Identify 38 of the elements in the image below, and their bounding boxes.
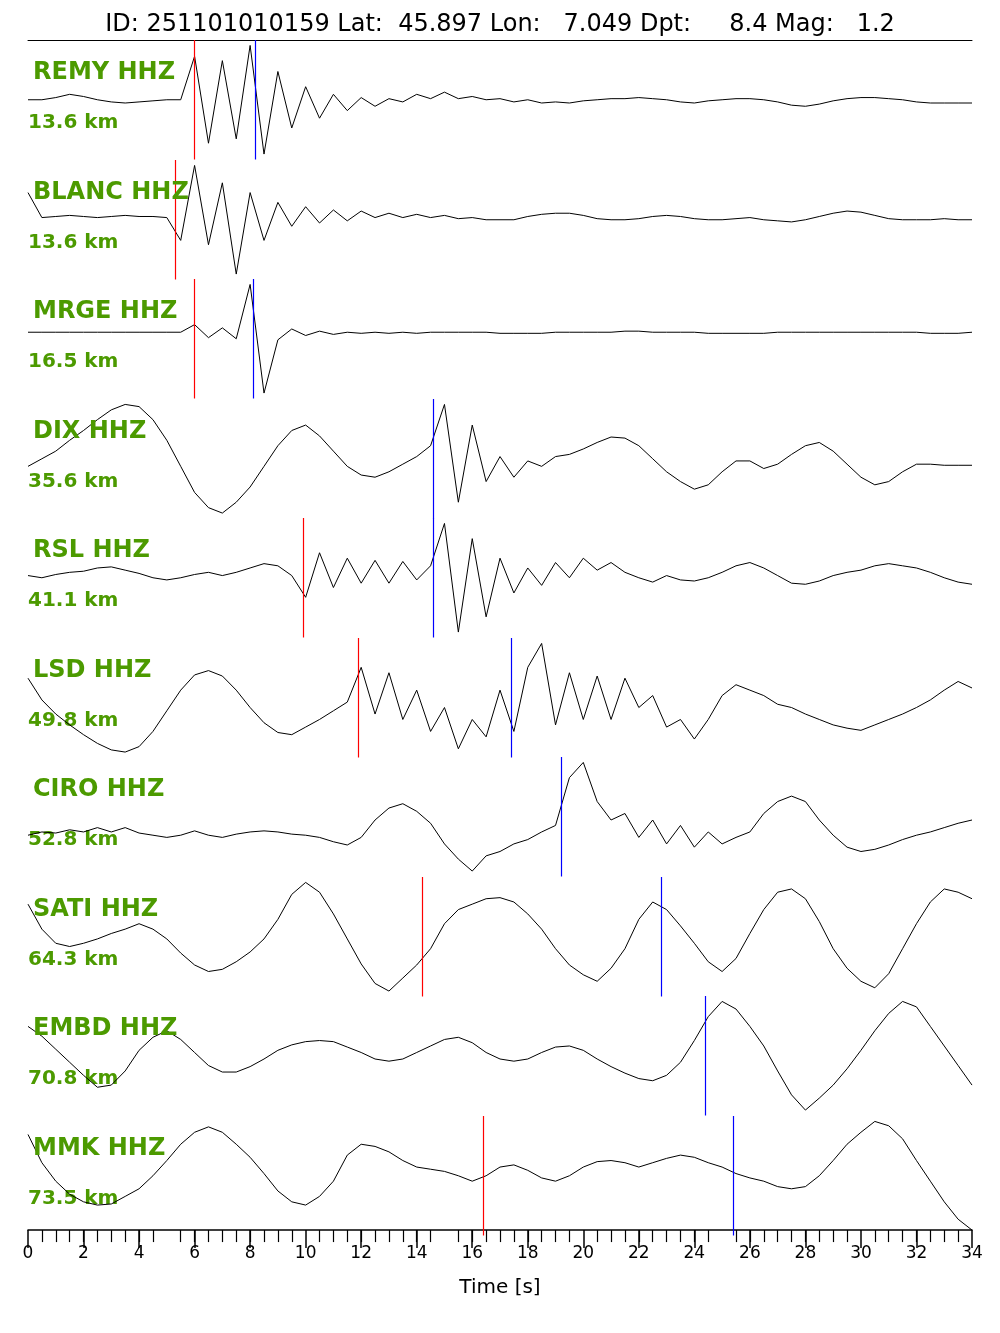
x-tick-label: 14 bbox=[405, 1241, 428, 1262]
x-tick-label: 34 bbox=[961, 1241, 983, 1262]
chart-title: ID: 251101010159 Lat: 45.897 Lon: 7.049 Dpt: 8.4 Mag: 1.2 bbox=[105, 9, 895, 37]
text: RSL HHZ bbox=[33, 535, 150, 563]
x-tick-label: 26 bbox=[739, 1241, 761, 1262]
x-tick-label: 28 bbox=[794, 1241, 817, 1262]
x-tick-label: 0 bbox=[22, 1241, 34, 1262]
x-tick-label: 22 bbox=[628, 1241, 650, 1262]
text: DIX HHZ bbox=[33, 415, 147, 444]
text: LSD HHZ bbox=[33, 654, 152, 683]
x-tick-label: 12 bbox=[350, 1241, 372, 1262]
text: CIRO HHZ bbox=[33, 774, 165, 802]
x-tick-label: 30 bbox=[850, 1241, 872, 1262]
x-axis-title: Time [s] bbox=[458, 1273, 541, 1297]
text: REMY HHZ bbox=[33, 57, 176, 85]
annotation: 13.6 km bbox=[28, 228, 119, 253]
annotation: 35.6 km bbox=[28, 467, 119, 492]
annotation: 73.5 km bbox=[28, 1184, 119, 1209]
annotation: 52.8 km bbox=[28, 826, 119, 850]
text: SATI HHZ bbox=[33, 893, 159, 922]
x-tick-label: 24 bbox=[683, 1241, 706, 1262]
x-tick-label: 8 bbox=[244, 1241, 256, 1262]
x-tick-label: 32 bbox=[905, 1241, 928, 1262]
x-tick-label: 4 bbox=[133, 1241, 145, 1262]
annotation: 41.1 km bbox=[28, 587, 119, 611]
text: EMBD HHZ bbox=[33, 1013, 178, 1041]
x-tick-label: 16 bbox=[461, 1241, 484, 1262]
x-tick-label: 6 bbox=[189, 1241, 200, 1262]
annotation: 70.8 km bbox=[28, 1065, 119, 1089]
x-tick-label: 20 bbox=[572, 1241, 595, 1262]
annotation: 64.3 km bbox=[28, 945, 119, 970]
text: MMK HHZ bbox=[33, 1132, 166, 1161]
x-tick-label: 10 bbox=[294, 1241, 317, 1262]
annotation: 16.5 km bbox=[28, 348, 119, 372]
annotation: 13.6 km bbox=[28, 109, 119, 133]
x-tick-label: 18 bbox=[516, 1241, 539, 1262]
text: MRGE HHZ bbox=[33, 296, 178, 324]
x-tick-label: 2 bbox=[78, 1241, 89, 1262]
